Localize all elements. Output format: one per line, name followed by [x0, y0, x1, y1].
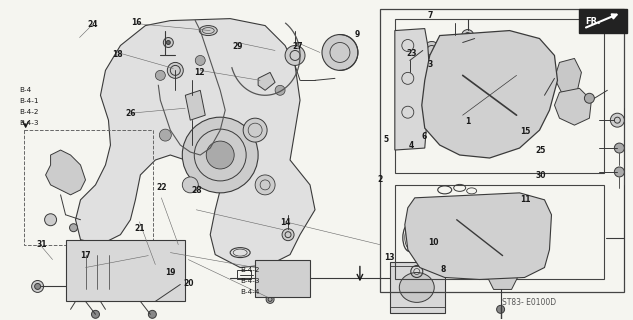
Text: 20: 20 [184, 279, 194, 288]
Text: 29: 29 [232, 42, 243, 52]
Circle shape [32, 280, 44, 292]
Circle shape [182, 117, 258, 193]
Text: B-4-4: B-4-4 [241, 289, 260, 295]
Circle shape [584, 93, 594, 103]
Text: 3: 3 [427, 60, 433, 69]
Circle shape [255, 175, 275, 195]
Ellipse shape [199, 26, 217, 36]
Circle shape [449, 208, 510, 268]
Polygon shape [487, 265, 518, 289]
Text: 9: 9 [355, 30, 360, 39]
Circle shape [182, 177, 198, 193]
Bar [255, 260, 310, 297]
Text: 25: 25 [536, 146, 546, 155]
Circle shape [460, 218, 499, 258]
Bar [23, 130, 153, 244]
Circle shape [615, 143, 624, 153]
Text: B-4-2: B-4-2 [241, 267, 260, 273]
Text: 7: 7 [427, 12, 433, 20]
Bar [579, 9, 627, 33]
Circle shape [497, 305, 505, 313]
Text: B-4-1: B-4-1 [20, 98, 39, 104]
Circle shape [167, 62, 184, 78]
Text: 30: 30 [536, 172, 546, 180]
Circle shape [472, 77, 508, 113]
Circle shape [610, 113, 624, 127]
Polygon shape [422, 31, 558, 158]
Bar [395, 19, 605, 173]
Text: 10: 10 [428, 238, 439, 247]
Text: B-4-3: B-4-3 [241, 278, 260, 284]
Polygon shape [46, 150, 85, 195]
Circle shape [195, 55, 205, 65]
Text: 26: 26 [125, 109, 135, 118]
Text: 6: 6 [421, 132, 427, 140]
Circle shape [461, 29, 473, 42]
Bar [390, 261, 445, 313]
Polygon shape [405, 193, 551, 279]
Circle shape [160, 129, 172, 141]
Text: B-4: B-4 [20, 87, 32, 93]
Text: 27: 27 [292, 42, 303, 52]
Circle shape [70, 224, 77, 232]
Polygon shape [75, 19, 315, 268]
Text: 5: 5 [384, 135, 389, 144]
Circle shape [615, 167, 624, 177]
Text: 21: 21 [134, 224, 145, 233]
Circle shape [266, 295, 274, 303]
Circle shape [285, 45, 305, 65]
Text: FR.: FR. [586, 17, 601, 26]
Circle shape [447, 35, 463, 51]
Text: 16: 16 [131, 19, 142, 28]
Text: B-4-3: B-4-3 [20, 120, 39, 126]
Circle shape [35, 284, 41, 289]
Bar [395, 185, 605, 279]
Polygon shape [555, 59, 582, 92]
Text: 19: 19 [165, 268, 175, 277]
Circle shape [92, 310, 99, 318]
Circle shape [163, 37, 173, 47]
Ellipse shape [399, 273, 434, 302]
Circle shape [468, 226, 492, 250]
Text: ST83- E0100D: ST83- E0100D [503, 298, 556, 307]
Text: 24: 24 [87, 20, 97, 29]
Circle shape [166, 41, 170, 44]
Text: 2: 2 [377, 175, 382, 184]
Ellipse shape [83, 253, 128, 288]
Polygon shape [395, 28, 430, 150]
Text: 28: 28 [191, 186, 202, 195]
Bar [66, 240, 185, 301]
Text: 4: 4 [409, 141, 414, 150]
Text: 1: 1 [465, 117, 471, 126]
Text: 31: 31 [37, 240, 47, 249]
Polygon shape [258, 72, 275, 90]
Bar [380, 9, 624, 292]
Text: 22: 22 [156, 183, 167, 192]
Text: 13: 13 [384, 253, 394, 262]
Circle shape [275, 85, 285, 95]
Circle shape [44, 214, 56, 226]
Circle shape [206, 141, 234, 169]
Circle shape [282, 229, 294, 241]
Circle shape [271, 267, 295, 291]
Text: 15: 15 [520, 127, 530, 136]
Text: 8: 8 [440, 265, 446, 275]
Text: 14: 14 [280, 218, 290, 227]
Text: 17: 17 [80, 251, 91, 260]
Circle shape [155, 70, 165, 80]
Polygon shape [555, 88, 591, 125]
Circle shape [148, 310, 156, 318]
Text: 23: 23 [406, 49, 417, 58]
Bar [237, 269, 251, 279]
Circle shape [460, 65, 520, 125]
Text: 12: 12 [194, 68, 205, 77]
Text: 18: 18 [112, 50, 123, 59]
Polygon shape [185, 90, 205, 120]
Circle shape [322, 35, 358, 70]
Text: B-4-2: B-4-2 [20, 109, 39, 115]
Text: 11: 11 [520, 195, 530, 204]
Circle shape [423, 42, 441, 60]
Circle shape [243, 118, 267, 142]
Circle shape [448, 53, 532, 137]
